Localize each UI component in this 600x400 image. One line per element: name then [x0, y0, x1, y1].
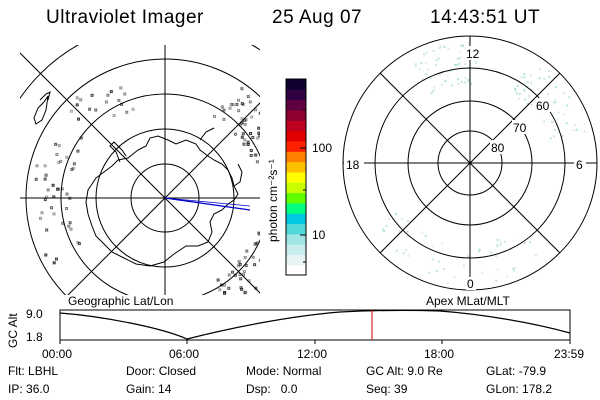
altitude-curve — [59, 309, 571, 340]
mlat-label-70: 70 — [513, 121, 527, 135]
colorbar-segment — [286, 130, 306, 142]
altitude-xtick: 12:00 — [297, 347, 327, 361]
colorbar-tick-100: 100 — [312, 141, 332, 155]
seq-field: Seq: 39 — [366, 382, 408, 396]
peninsula-coastline — [109, 141, 127, 163]
mlat-label-60: 60 — [536, 99, 550, 113]
antarctica-coastline — [85, 135, 239, 267]
colorbar-segment — [286, 161, 306, 173]
altitude-timeline: GC Alt 9.0 1.8 00:00 06:00 12:00 18:00 2… — [6, 307, 584, 361]
colorbar-segment — [286, 171, 306, 183]
glon-field: GLon: 178.2 — [486, 382, 553, 396]
flt-value: LBHL — [28, 364, 59, 378]
mlt-line — [379, 72, 561, 254]
geographic-map — [20, 45, 260, 295]
colorbar-units: photon cm⁻²s⁻¹ — [266, 159, 280, 242]
colorbar-segment — [286, 79, 306, 90]
door-field: Door: Closed — [126, 364, 197, 378]
altitude-ylabel: GC Alt — [6, 313, 20, 348]
mlat-label-80: 80 — [491, 141, 505, 155]
colorbar-segment — [286, 202, 306, 214]
colorbar-segment — [286, 264, 306, 276]
mlt-label-18: 18 — [346, 158, 360, 172]
apex-polar-plot: 12 18 6 0 60 70 80 — [342, 35, 598, 291]
apex-panel-caption: Apex MLat/MLT — [426, 294, 510, 308]
ip-value: 36.0 — [26, 382, 50, 396]
colorbar-segment — [286, 233, 306, 245]
altitude-xtick: 06:00 — [169, 347, 199, 361]
colorbar-segment — [286, 109, 306, 121]
terminator-line — [164, 197, 251, 207]
coast-fragment — [199, 127, 215, 141]
colorbar-segment — [286, 151, 306, 163]
colorbar-segment — [286, 120, 306, 132]
aurora-speckles-geo — [34, 86, 260, 295]
new-zealand-coastline — [39, 91, 51, 101]
colorbar-segment — [286, 244, 306, 255]
colorbar-segment — [286, 223, 306, 235]
ip-field: IP: 36.0 — [8, 382, 50, 396]
gc-alt-field: GC Alt: 9.0 Re — [366, 364, 443, 378]
seq-value: 39 — [394, 382, 408, 396]
mlt-label-0: 0 — [467, 277, 474, 291]
colorbar-segment — [286, 192, 306, 204]
gc-alt-value: 9.0 Re — [407, 364, 443, 378]
glat-field: GLat: -79.9 — [486, 364, 547, 378]
colorbar-segment — [286, 99, 306, 111]
colorbar-segment — [286, 89, 306, 101]
colorbar-tick-10: 10 — [312, 228, 326, 242]
altitude-xtick: 00:00 — [42, 347, 72, 361]
altitude-ytick-bottom: 1.8 — [26, 330, 43, 344]
aurora-speckles-apex — [382, 42, 586, 285]
door-value: Closed — [158, 364, 197, 378]
coast-fragment — [233, 163, 243, 187]
mode-value: Normal — [282, 364, 322, 378]
gain-value: 14 — [158, 382, 172, 396]
colorbar-segment — [286, 254, 306, 266]
mode-field: Mode: Normal — [246, 364, 322, 378]
new-zealand-coastline — [33, 95, 49, 125]
observation-time: 14:43:51 UT — [430, 7, 541, 28]
colorbar-segment — [286, 140, 306, 152]
mlt-label-6: 6 — [576, 158, 583, 172]
terminator-line — [164, 197, 251, 211]
gain-field: Gain: 14 — [126, 382, 172, 396]
color-bar: 100 10 photon cm⁻²s⁻¹ — [266, 78, 332, 276]
altitude-xtick: 23:59 — [554, 347, 584, 361]
instrument-title: Ultraviolet Imager — [46, 7, 204, 28]
colorbar-segment — [286, 182, 306, 194]
altitude-xtick: 18:00 — [424, 347, 454, 361]
geo-panel-caption: Geographic Lat/Lon — [68, 294, 174, 308]
altitude-ytick-top: 9.0 — [26, 307, 43, 321]
dsp-field: Dsp: 0.0 — [246, 382, 298, 396]
glat-value: -79.9 — [518, 364, 547, 378]
mlt-label-12: 12 — [466, 47, 480, 61]
observation-date: 25 Aug 07 — [272, 7, 363, 28]
glon-value: 178.2 — [522, 382, 553, 396]
dsp-value: 0.0 — [280, 382, 298, 396]
colorbar-segment — [286, 213, 306, 225]
flt-field: Flt: LBHL — [8, 364, 59, 378]
